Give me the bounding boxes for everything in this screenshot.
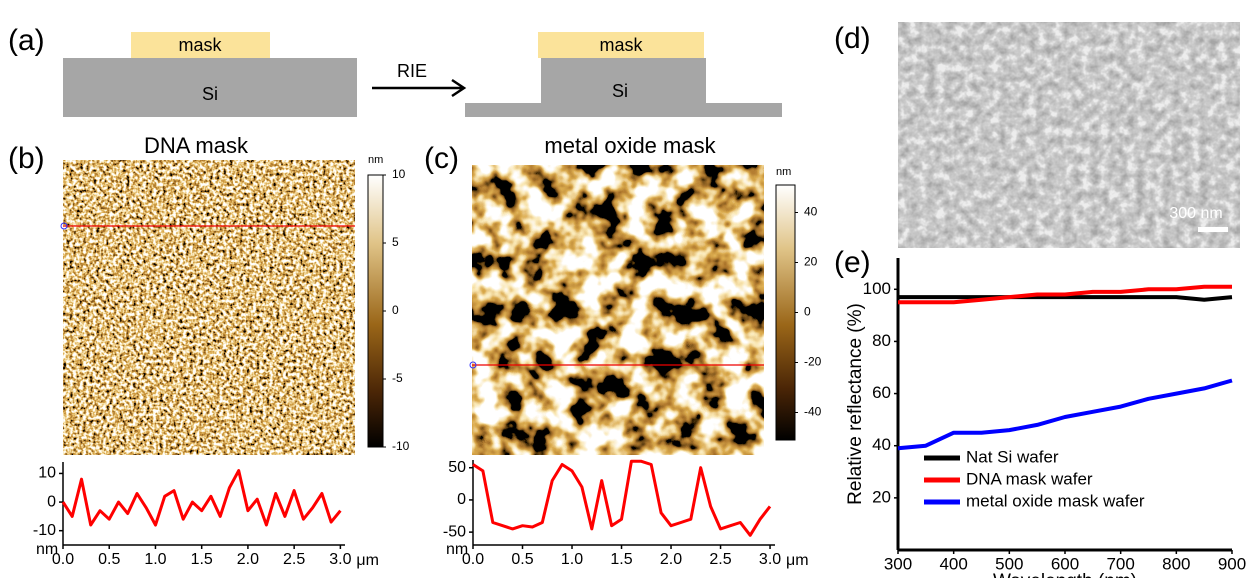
y-axis-label: Relative reflectance (%) (845, 303, 866, 505)
colorbar-tick-label: -10 (392, 439, 410, 453)
mask-label: mask (178, 35, 222, 55)
y-axis-unit: nm (446, 541, 468, 558)
colorbar-tick-label: 0 (392, 303, 399, 317)
colorbar-tick-label: 10 (392, 167, 406, 181)
colorbar-unit: nm (368, 154, 383, 166)
y-tick-label: 40 (872, 435, 891, 454)
y-tick-label: 100 (863, 279, 891, 298)
si-label: Si (202, 84, 218, 104)
legend-label: DNA mask wafer (966, 469, 1093, 488)
colorbar-tick-label: -40 (804, 405, 822, 419)
x-axis-label: Wavelength (nm) (993, 571, 1137, 578)
y-axis-unit: nm (36, 541, 58, 558)
x-tick-label: 400 (939, 554, 967, 573)
y-tick-label: 80 (872, 331, 891, 350)
mask-label: mask (599, 35, 643, 55)
legend-label: metal oxide mask wafer (966, 491, 1145, 510)
data-line (898, 287, 1232, 303)
afm-image (472, 165, 764, 455)
colorbar (368, 175, 383, 447)
colorbar-tick-label: -20 (804, 355, 822, 369)
si-label: Si (612, 81, 628, 101)
colorbar-unit: nm (776, 166, 791, 178)
x-tick-label: 1.0 (561, 551, 583, 568)
scale-bar-label: 300 nm (1169, 205, 1222, 222)
panel-label: (b) (8, 142, 45, 175)
scale-bar (1198, 227, 1228, 232)
y-tick-label: 20 (872, 487, 891, 506)
colorbar-tick-label: 5 (392, 235, 399, 249)
x-axis-unit: μm (786, 552, 809, 569)
x-tick-label: 300 (884, 554, 912, 573)
x-tick-label: 2.5 (709, 551, 731, 568)
colorbar-tick-label: 20 (804, 255, 818, 269)
x-tick-label: 3.0 (329, 551, 351, 568)
figure: (a) (b) (c) (d) (e) mask Si RIE mask Si … (0, 0, 1251, 578)
data-line (898, 381, 1232, 449)
x-tick-label: 0.5 (511, 551, 533, 568)
y-tick-label: -50 (443, 523, 466, 540)
colorbar-tick-label: 0 (804, 305, 811, 319)
colorbar-tick-label: 40 (804, 205, 818, 219)
x-tick-label: 2.0 (237, 551, 259, 568)
y-tick-label: 0 (47, 493, 56, 510)
y-tick-label: 0 (457, 491, 466, 508)
x-tick-label: 800 (1162, 554, 1190, 573)
data-line (63, 471, 340, 525)
colorbar-tick-label: -5 (392, 371, 403, 385)
process-label: RIE (397, 61, 427, 81)
image-title: DNA mask (144, 133, 249, 158)
x-tick-label: 0.5 (98, 551, 120, 568)
x-tick-label: 2.5 (283, 551, 305, 568)
data-line (898, 297, 1232, 300)
y-tick-label: 60 (872, 383, 891, 402)
x-tick-label: 900 (1218, 554, 1246, 573)
panel-label: (c) (424, 142, 459, 175)
x-tick-label: 1.0 (144, 551, 166, 568)
panel-label: (e) (834, 246, 871, 279)
y-tick-label: 50 (448, 459, 466, 476)
x-tick-label: 2.0 (660, 551, 682, 568)
x-tick-label: 1.5 (610, 551, 632, 568)
image-title: metal oxide mask (544, 133, 716, 158)
x-axis-unit: μm (356, 552, 379, 569)
y-tick-label: 10 (38, 465, 56, 482)
panel-label: (d) (834, 22, 871, 55)
x-tick-label: 1.5 (191, 551, 213, 568)
y-tick-label: -10 (33, 522, 56, 539)
afm-image (63, 160, 355, 455)
colorbar (776, 185, 795, 440)
process-arrow (372, 80, 464, 96)
x-tick-label: 3.0 (759, 551, 781, 568)
legend-label: Nat Si wafer (966, 447, 1059, 466)
panel-label: (a) (8, 24, 45, 57)
data-line (473, 461, 770, 535)
